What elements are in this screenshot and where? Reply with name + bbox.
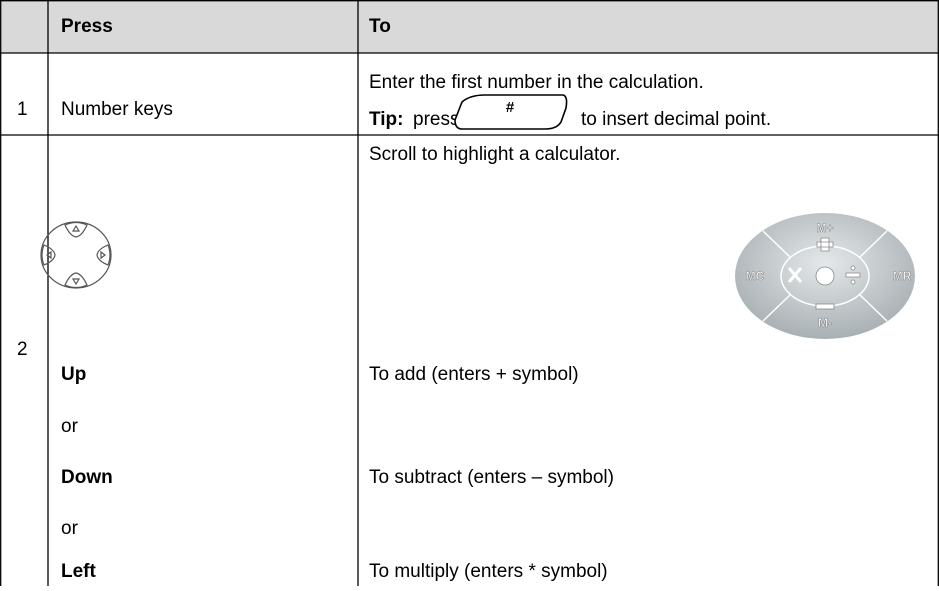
hash-key-icon: # [454, 94, 568, 130]
row-number: 2 [17, 339, 28, 360]
calculator-label: M+ [816, 221, 833, 235]
header-background [0, 0, 939, 53]
press-text: Number keys [61, 99, 173, 120]
calculator-label: M- [818, 316, 832, 330]
calculator-icon: M+ MC MR M- [735, 213, 915, 339]
to-text: To multiply (enters * symbol) [369, 561, 608, 582]
calculator-label: MC [746, 269, 765, 283]
to-text: Scroll to highlight a calculator. [369, 144, 620, 165]
nav-key-icon [40, 221, 112, 289]
to-text: To add (enters + symbol) [369, 364, 579, 385]
press-text: Down [61, 467, 113, 488]
tip-text: press [413, 109, 459, 130]
press-text: Up [61, 364, 86, 385]
press-text: Left [61, 561, 97, 582]
header-press: Press [61, 16, 113, 37]
to-text: Enter the first number in the calculatio… [369, 72, 704, 93]
tip-label: Tip: [369, 109, 403, 130]
press-text: or [61, 416, 79, 437]
calculator-label: MR [893, 269, 912, 283]
header-to: To [369, 16, 391, 37]
press-text: or [61, 518, 79, 539]
to-text: To subtract (enters – symbol) [369, 467, 614, 488]
row-number: 1 [17, 99, 28, 120]
key-label: # [506, 99, 515, 116]
tip-text: to insert decimal point. [581, 109, 771, 130]
